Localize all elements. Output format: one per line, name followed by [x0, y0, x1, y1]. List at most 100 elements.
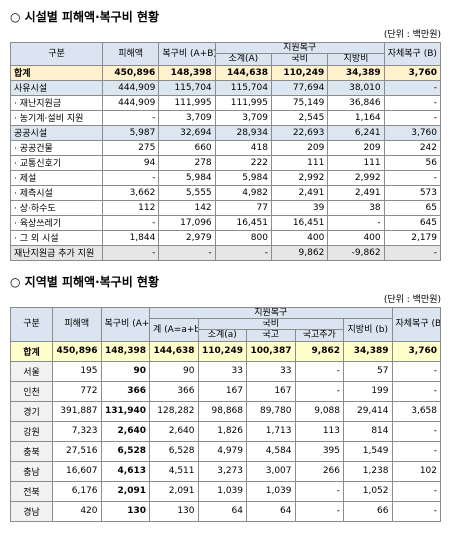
section-title: ○ 시설별 피해액·복구비 현황: [10, 10, 160, 24]
cell: 64: [197, 500, 247, 522]
cell: 3,760: [391, 340, 441, 362]
table-row: 서울 195 90 90 33 33-57-: [10, 360, 441, 382]
cell: 2,179: [383, 229, 442, 246]
row-label: 경남: [10, 500, 53, 522]
cell: 128,282: [149, 400, 199, 422]
page: ○ 시설별 피해액·복구비 현황 (단위 : 백만원) 구분 피해액 복구비 (…: [10, 10, 442, 522]
cell: 112: [101, 199, 160, 216]
cell: 391,887: [52, 400, 102, 422]
header: 구분: [10, 306, 53, 342]
header: 지방비: [327, 53, 385, 66]
cell: 56: [383, 154, 442, 171]
cell: 772: [52, 380, 102, 402]
cell: 660: [158, 139, 216, 156]
row-label: · 교통신호기: [10, 154, 103, 171]
cell: 1,052: [343, 480, 393, 502]
cell: 4,979: [197, 440, 247, 462]
row-label: · 농기계·설비 지원: [10, 109, 103, 126]
region-table: 구분 피해액 복구비 (A+B) 지원복구 자체복구 (B) 계 (A=a+b)…: [10, 306, 441, 522]
section-title: ○ 지역별 피해액·복구비 현황: [10, 274, 160, 289]
cell: 167: [246, 380, 296, 402]
cell: 450,896: [52, 340, 102, 362]
cell: -: [101, 109, 160, 126]
cell: 2,992: [327, 169, 385, 186]
table-row: 충남 16,607 4,613 4,511 3,273 3,007 266 1,238 102: [10, 460, 441, 482]
cell: 2,491: [327, 184, 385, 201]
cell: 1,549: [343, 440, 393, 462]
table-row: · 재난지원금 444,909 111,995 111,995 75,149 36,846…: [10, 94, 442, 111]
header: 피해액: [52, 306, 102, 342]
cell: 3,760: [383, 124, 442, 141]
unit: (단위 : 백만원): [383, 294, 441, 305]
cell: 77: [214, 199, 272, 216]
header: 자체복구 (B): [383, 42, 442, 66]
cell: 29,414: [343, 400, 393, 422]
cell: 7,323: [52, 420, 102, 442]
cell: -: [294, 380, 344, 402]
cell: 2,640: [149, 420, 199, 442]
cell: 278: [158, 154, 216, 171]
cell: 814: [343, 420, 393, 442]
table-row: 경남 420 130 130 64 64-66-: [10, 500, 441, 522]
table-row: 합계 450,896 148,398 144,638 110,249 100,387 9,8…: [10, 340, 441, 362]
cell: 100,387: [246, 340, 296, 362]
cell: -: [383, 169, 442, 186]
cell: -: [383, 79, 442, 96]
cell: 34,389: [327, 64, 385, 81]
cell: 209: [327, 139, 385, 156]
cell: 444,909: [101, 94, 160, 111]
cell: -: [391, 440, 441, 462]
cell: 275: [101, 139, 160, 156]
table-row: 전북 6,176 2,091 2,091 1,039 1,039-1,052-: [10, 480, 441, 502]
row-label: · 그 외 시설: [10, 229, 103, 246]
cell: 450,896: [101, 64, 160, 81]
row-label: 사유시설: [10, 79, 103, 96]
cell: -: [383, 244, 442, 261]
cell: 28,934: [214, 124, 272, 141]
cell: 115,704: [214, 79, 272, 96]
cell: 4,584: [246, 440, 296, 462]
cell: -: [391, 500, 441, 522]
cell: 113: [294, 420, 344, 442]
cell: 33: [246, 360, 296, 382]
cell: 148,398: [158, 64, 216, 81]
cell: -: [294, 500, 344, 522]
cell: 2,979: [158, 229, 216, 246]
cell: 32,694: [158, 124, 216, 141]
header: 복구비 (A+B): [158, 42, 216, 66]
cell: 6,176: [52, 480, 102, 502]
row-label: 서울: [10, 360, 53, 382]
table-row: · 공공건물 275 660 418 209 209 242: [10, 139, 442, 156]
row-label: 인천: [10, 380, 53, 402]
cell: 90: [100, 360, 150, 382]
cell: 1,844: [101, 229, 160, 246]
cell: 209: [270, 139, 329, 156]
table-row: · 육상쓰레기 -17,096 16,451 16,451-645: [10, 214, 442, 231]
cell: 1,238: [343, 460, 393, 482]
table-row: 재난지원금 추가 지원 - - -9,862 -9,862-: [10, 244, 442, 261]
table-row: · 농기계·설비 지원 -3,709 3,709 2,545 1,164-: [10, 109, 442, 126]
cell: 2,091: [149, 480, 199, 502]
header: 소계(A): [214, 53, 272, 66]
cell: -: [391, 360, 441, 382]
cell: 1,826: [197, 420, 247, 442]
cell: 400: [270, 229, 329, 246]
cell: 3,709: [214, 109, 272, 126]
cell: -: [294, 360, 344, 382]
cell: 5,984: [214, 169, 272, 186]
cell: 645: [383, 214, 442, 231]
row-label: 강원: [10, 420, 53, 442]
table-row: 합계 450,896 148,398 144,638 110,249 34,389 3,76…: [10, 64, 442, 81]
cell: 38,010: [327, 79, 385, 96]
cell: -: [391, 420, 441, 442]
row-label: · 공공건물: [10, 139, 103, 156]
cell: -: [101, 169, 160, 186]
cell: 27,516: [52, 440, 102, 462]
cell: 2,091: [100, 480, 150, 502]
header: 지원복구: [149, 306, 393, 320]
cell: 167: [197, 380, 247, 402]
cell: 4,511: [149, 460, 199, 482]
table-row: 경기 391,887 131,940 128,282 98,868 89,780 9,088…: [10, 400, 441, 422]
cell: 77,694: [270, 79, 329, 96]
cell: 3,662: [101, 184, 160, 201]
